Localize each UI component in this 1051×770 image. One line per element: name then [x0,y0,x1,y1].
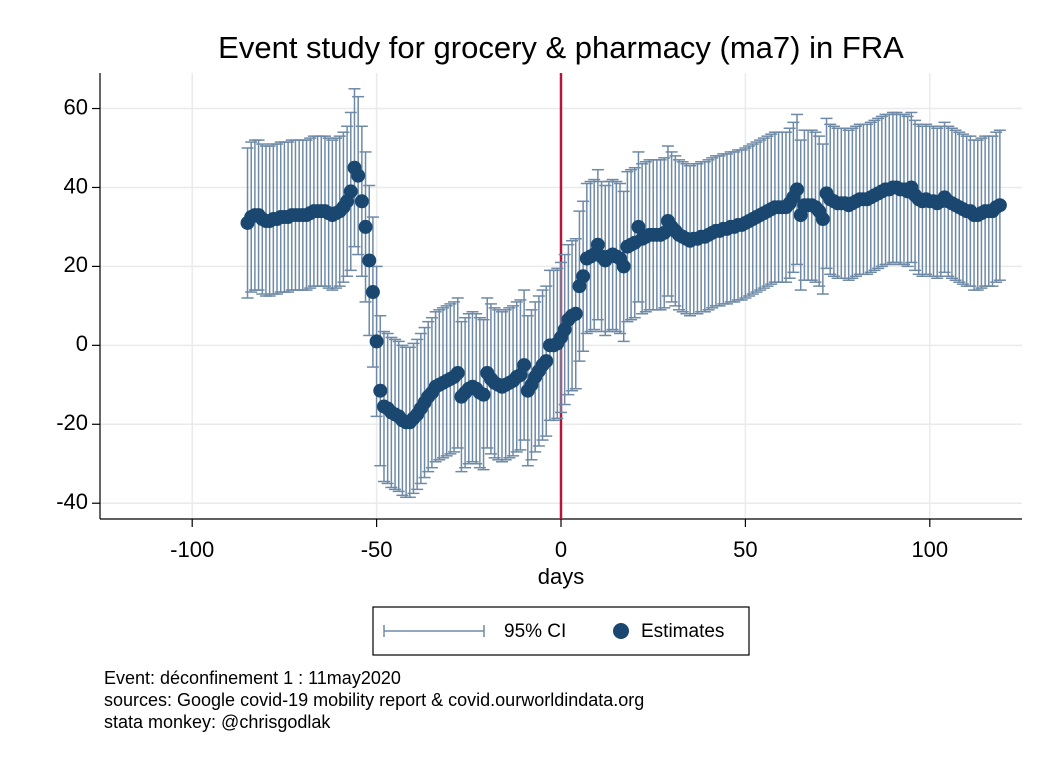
estimate-point [343,184,358,199]
estimate-point [476,387,491,402]
estimate-point [365,285,380,300]
estimate-point [790,182,805,197]
estimate-point [590,237,605,252]
estimate-point [354,194,369,209]
y-tick-label: 0 [76,331,88,356]
x-tick-label: -50 [361,537,393,562]
estimate-point [815,212,830,227]
note: stata monkey: @chrisgodlak [104,712,331,732]
estimate-point [616,259,631,274]
legend-marker [613,623,629,639]
chart-title: Event study for grocery & pharmacy (ma7)… [218,30,904,65]
y-tick-label: 40 [64,173,88,198]
legend-label: Estimates [641,621,724,642]
estimate-point [362,253,377,268]
estimate-point [539,354,554,369]
estimate-point [568,306,583,321]
x-tick-label: -100 [170,537,214,562]
y-tick-label: -40 [56,489,88,514]
estimate-point [517,358,532,373]
estimate-point [631,219,646,234]
x-tick-label: 50 [733,537,757,562]
x-tick-label: 100 [911,537,948,562]
y-tick-label: -20 [56,410,88,435]
estimate-point [373,383,388,398]
legend-label: 95% CI [504,621,566,642]
note: Event: déconfinement 1 : 11may2020 [104,668,401,688]
x-tick-label: 0 [555,537,567,562]
y-tick-label: 20 [64,252,88,277]
estimate-point [450,365,465,380]
estimate-point [358,219,373,234]
estimate-point [369,334,384,349]
estimate-point [992,198,1007,213]
note: sources: Google covid-19 mobility report… [104,690,644,710]
estimate-point [351,168,366,183]
x-axis-label: days [538,564,584,589]
y-tick-label: 60 [64,94,88,119]
estimate-point [576,269,591,284]
